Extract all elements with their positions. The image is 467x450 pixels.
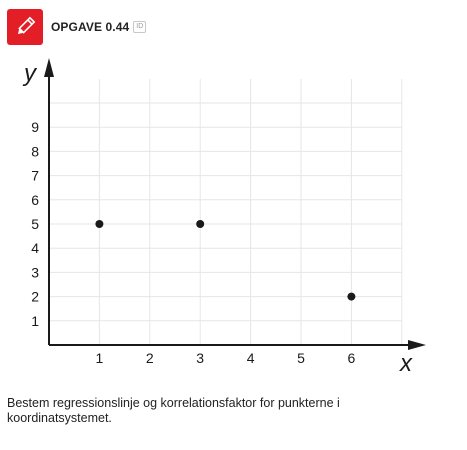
exercise-title: OPGAVE 0.44 — [51, 19, 130, 34]
y-tick-label: 2 — [31, 289, 39, 305]
y-axis-arrow — [44, 58, 54, 77]
x-tick-label: 3 — [196, 350, 204, 366]
y-tick-label: 7 — [31, 168, 39, 184]
exercise-header: OPGAVE 0.44 ID — [7, 8, 147, 45]
y-tick-label: 1 — [31, 313, 39, 329]
coordinate-system: x y 1 2 3 4 5 6 1 2 3 4 5 6 7 8 9 — [22, 58, 426, 377]
y-tick-label: 6 — [31, 192, 39, 208]
pencil-icon-glyph — [17, 16, 36, 34]
y-tick-label: 5 — [31, 216, 39, 232]
y-tick-label: 4 — [31, 240, 39, 256]
id-badge[interactable]: ID — [133, 20, 147, 33]
x-tick-label: 1 — [96, 350, 104, 366]
pencil-icon[interactable] — [7, 8, 43, 45]
x-axis-label: x — [399, 350, 413, 377]
y-tick-label: 8 — [31, 143, 39, 159]
y-axis-label: y — [22, 60, 38, 87]
y-tick-label: 3 — [31, 264, 39, 280]
y-tick-label: 9 — [31, 119, 39, 135]
data-point — [196, 220, 205, 228]
x-axis-arrow — [408, 340, 426, 350]
exercise-description: Bestem regressionslinje og korrelationsf… — [7, 396, 340, 425]
x-tick-label: 4 — [247, 350, 255, 366]
x-tick-label: 6 — [348, 350, 356, 366]
x-tick-label: 5 — [297, 350, 305, 366]
data-point — [347, 292, 356, 301]
x-tick-label: 2 — [146, 350, 154, 366]
data-point — [95, 220, 104, 228]
